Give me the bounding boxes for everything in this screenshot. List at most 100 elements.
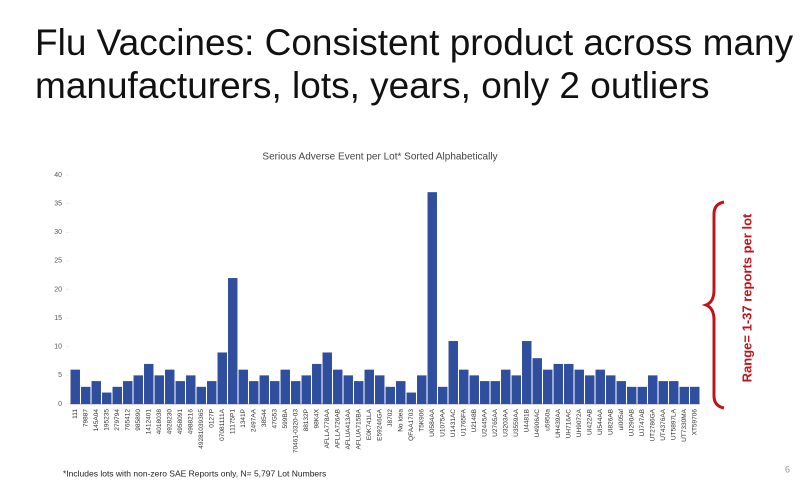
bar <box>658 381 668 404</box>
x-tick-label: XT59706 <box>691 409 698 436</box>
x-tick-label: 765412 <box>124 409 131 431</box>
x-tick-label: 07081111A <box>219 408 226 440</box>
bar <box>459 369 469 404</box>
bar <box>480 381 490 404</box>
x-tick-label: 98K4X <box>313 408 320 428</box>
bar <box>396 381 406 404</box>
x-tick-label: AFLUA413AA <box>345 408 352 449</box>
bar <box>165 369 175 404</box>
x-tick-label: UJ290AB <box>628 409 635 436</box>
x-tick-label: U2148B <box>471 409 478 433</box>
bar <box>448 341 458 404</box>
x-tick-label: U1765FA <box>460 408 467 436</box>
bar <box>175 381 185 404</box>
bar <box>154 375 164 404</box>
x-tick-label: 145A04 <box>93 409 100 432</box>
x-tick-label: u5950a <box>544 409 551 431</box>
x-tick-label: 70461-0320-03 <box>292 409 299 453</box>
bar <box>301 375 311 404</box>
y-tick-label: 20 <box>54 286 62 293</box>
y-tick-label: 25 <box>54 258 62 265</box>
bar <box>564 363 574 404</box>
bar <box>123 381 133 404</box>
bar <box>669 381 679 404</box>
x-tick-label: AFLLA778AA <box>324 408 331 448</box>
x-tick-label: U0584AA <box>429 408 436 436</box>
bar <box>354 381 364 404</box>
bar <box>427 192 437 404</box>
page-number: 6 <box>785 464 790 474</box>
x-tick-label: No Idea <box>397 409 404 432</box>
bar <box>280 369 290 404</box>
bar <box>133 375 143 404</box>
bar <box>102 392 112 404</box>
bar <box>144 363 154 404</box>
bar <box>375 375 385 404</box>
x-tick-label: ui005af <box>618 409 625 431</box>
bar <box>469 375 479 404</box>
bar <box>595 369 605 404</box>
x-tick-label: 1412401 <box>145 409 152 435</box>
x-tick-label: E0K741LA <box>366 408 373 440</box>
footnote: *Includes lots with non-zero SAE Reports… <box>63 468 326 478</box>
x-tick-label: 47G53 <box>271 409 278 429</box>
y-tick-label: 35 <box>54 200 62 207</box>
x-tick-label: 4018038 <box>156 409 163 435</box>
bar <box>501 369 511 404</box>
x-tick-label: U1431AC <box>450 409 457 437</box>
x-tick-label: 4958091 <box>177 409 184 435</box>
bar <box>627 386 637 404</box>
x-tick-label: UJ747AB <box>639 409 646 436</box>
x-tick-label: 599BA <box>282 408 289 428</box>
bar <box>406 392 416 404</box>
bar <box>312 363 322 404</box>
y-tick-label: 30 <box>54 229 62 236</box>
x-tick-label: U3203AA <box>502 408 509 436</box>
x-tick-label: UI544AA <box>597 408 604 435</box>
x-tick-label: T5K906 <box>418 409 425 432</box>
bar <box>343 375 353 404</box>
bar <box>217 352 227 404</box>
bar <box>81 386 91 404</box>
x-tick-label: UT2786GA <box>649 408 656 441</box>
bar <box>490 381 500 404</box>
x-tick-label: UT5897LA <box>670 408 677 440</box>
bar <box>333 369 343 404</box>
bar <box>207 381 217 404</box>
x-tick-label: UH439AA <box>555 408 562 438</box>
bar <box>616 381 626 404</box>
bar <box>417 375 427 404</box>
bar <box>385 386 395 404</box>
x-tick-label: AFLUA715BA <box>355 408 362 449</box>
bar <box>364 369 374 404</box>
bar <box>228 278 238 404</box>
y-tick-label: 5 <box>58 372 62 379</box>
bar <box>186 375 196 404</box>
x-tick-label: AFLLA726AB <box>334 409 341 448</box>
bar <box>679 386 689 404</box>
bar <box>291 381 301 404</box>
bar <box>543 369 553 404</box>
x-tick-label: 0127P <box>208 409 215 428</box>
bar <box>259 375 269 404</box>
bar <box>91 381 101 404</box>
bar <box>553 363 563 404</box>
bar <box>648 375 658 404</box>
slide-title: manufacturers, lots, years, only 2 outli… <box>35 65 710 106</box>
bar <box>112 386 122 404</box>
x-tick-label: U2765AA <box>492 408 499 436</box>
bar <box>606 375 616 404</box>
bar <box>690 386 700 404</box>
x-tick-label: J8702 <box>387 409 394 427</box>
bar <box>574 369 584 404</box>
x-tick-label: E59246GA <box>376 408 383 440</box>
range-bracket <box>701 200 725 410</box>
bar <box>70 369 80 404</box>
x-tick-label: 279794 <box>114 409 121 431</box>
x-tick-label: 111 <box>72 409 79 419</box>
slide-title: Flu Vaccines: Consistent product across … <box>35 22 794 63</box>
y-tick-label: 0 <box>58 401 62 408</box>
y-tick-label: 40 <box>54 172 62 179</box>
